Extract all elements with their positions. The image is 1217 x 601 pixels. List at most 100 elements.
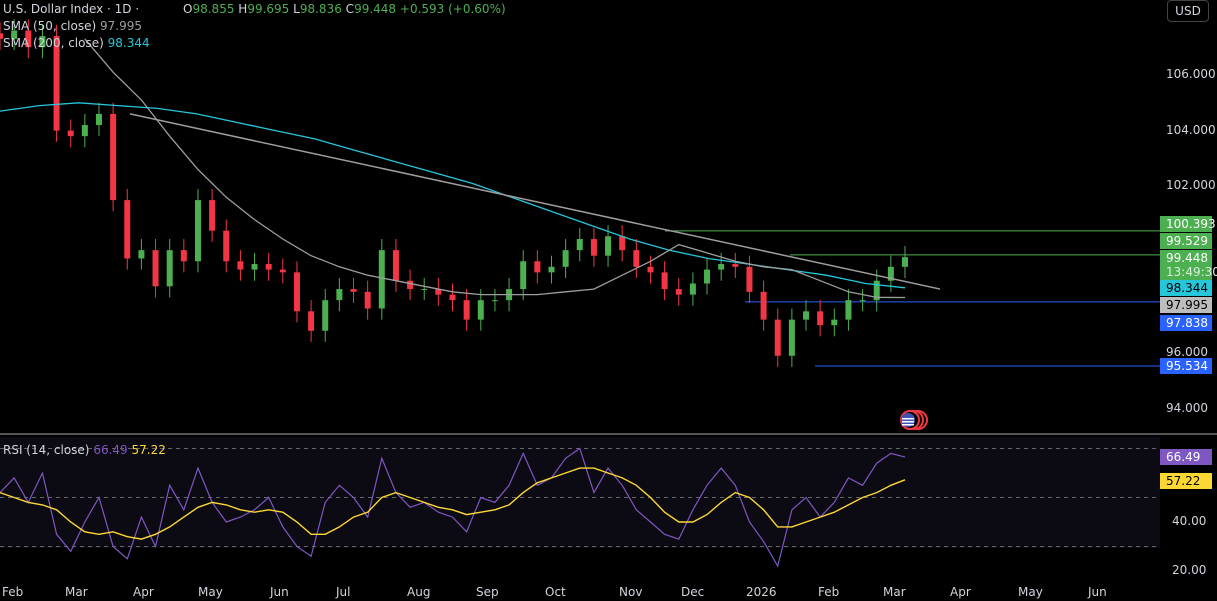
candle-body	[279, 269, 286, 273]
candle-body	[704, 269, 711, 284]
change-value: +0.593 (+0.60%)	[399, 2, 506, 16]
candle-body	[81, 125, 88, 137]
time-axis-tick: Sep	[476, 585, 499, 599]
high-value: 99.695	[247, 2, 290, 16]
time-axis-tick: Oct	[545, 585, 566, 599]
candle-body	[166, 250, 173, 287]
candle-body	[350, 289, 357, 292]
candle-body	[548, 266, 555, 273]
candle-body	[322, 300, 329, 331]
time-axis-tick: Feb	[2, 585, 24, 599]
candle-body	[223, 230, 230, 262]
candle-body	[378, 250, 385, 309]
level-tag-100393: 100.393	[1160, 216, 1216, 232]
us-flag-stripe	[902, 418, 914, 420]
time-axis-tick: May	[198, 585, 223, 599]
candle-body	[39, 36, 46, 48]
price-axis-tick: 96.000	[1166, 345, 1208, 359]
candle-body	[619, 236, 626, 251]
trendline	[129, 113, 941, 290]
time-axis-tick: 2026	[746, 585, 777, 599]
candle-body	[138, 250, 145, 259]
candle-body	[887, 266, 894, 281]
rsi-background	[0, 437, 1160, 548]
time-axis-tick: Mar	[65, 585, 88, 599]
rsi-legend[interactable]: RSI (14, close) 66.49 57.22	[3, 443, 166, 457]
time-axis-tick: Apr	[133, 585, 154, 599]
candle-body	[675, 289, 682, 295]
candle-body	[364, 291, 371, 309]
rsi-value: 66.49	[93, 443, 128, 457]
candle-body	[831, 319, 838, 326]
candle-body	[647, 266, 654, 273]
price-axis-tick: 106.000	[1166, 67, 1216, 81]
candle-body	[477, 300, 484, 320]
candle-body	[421, 289, 428, 291]
candle-body	[237, 261, 244, 270]
open-value: 98.855	[192, 2, 235, 16]
symbol-legend: U.S. Dollar Index · 1D · O98.855 H99.695…	[3, 2, 506, 16]
time-axis-tick: Mar	[883, 585, 906, 599]
candle-body	[308, 311, 315, 331]
candle-body	[689, 283, 696, 295]
candle-body	[817, 311, 824, 326]
candle-body	[873, 280, 880, 301]
symbol-title: U.S. Dollar Index · 1D ·	[3, 2, 140, 16]
time-axis-tick: Jul	[336, 585, 351, 599]
candle-body	[251, 264, 258, 270]
candle-body	[336, 289, 343, 301]
candle-body	[180, 250, 187, 262]
time-axis-tick: Jun	[270, 585, 289, 599]
time-axis-tick: Jun	[1088, 585, 1107, 599]
candle-body	[293, 272, 300, 312]
sma200-line	[0, 102, 906, 289]
candle-body	[576, 239, 583, 251]
candle-body	[209, 200, 216, 231]
currency-button[interactable]: USD	[1167, 0, 1209, 22]
rsi-axis-tick: 40.00	[1172, 514, 1207, 528]
candle-body	[152, 250, 159, 287]
sma200-value: 98.344	[107, 36, 150, 50]
candle-body	[774, 319, 781, 356]
candle-body	[194, 200, 201, 262]
sma200-tag: 98.344	[1160, 280, 1212, 296]
rsi-line	[0, 447, 906, 568]
level-tag-99529: 99.529	[1160, 233, 1212, 249]
candle-body	[859, 300, 866, 302]
sma200-legend[interactable]: SMA (200, close) 98.344	[3, 36, 150, 50]
candle-body	[746, 266, 753, 292]
ohlc-values: O98.855 H99.695 L98.836 C99.448 +0.593 (…	[183, 2, 506, 16]
time-axis-tick: Nov	[619, 585, 643, 599]
sma50-legend[interactable]: SMA (50, close) 97.995	[3, 19, 142, 33]
rsi-ma-tag: 57.22	[1160, 473, 1212, 489]
candle-body	[902, 257, 908, 267]
time-axis-tick: Dec	[681, 585, 705, 599]
candle-body	[718, 264, 725, 270]
candle-body	[732, 264, 739, 267]
countdown-tag: 13:49:30	[1160, 264, 1217, 280]
candle-body	[845, 300, 852, 320]
candle-body	[760, 291, 767, 320]
rsi-ma-line	[0, 467, 906, 540]
price-axis-tick: 104.000	[1166, 122, 1216, 137]
candle-body	[265, 264, 272, 270]
candle-body	[605, 236, 612, 256]
time-axis-tick: Aug	[407, 585, 431, 599]
us-flag-icon	[901, 413, 915, 427]
candle-body	[520, 261, 527, 290]
rsi-tag: 66.49	[1160, 449, 1212, 465]
candle-body	[661, 272, 668, 290]
last-price-tag: 99.448	[1160, 250, 1212, 266]
candle-body	[562, 250, 569, 267]
candle-body	[534, 261, 541, 273]
candle-body	[435, 289, 442, 295]
low-value: 98.836	[299, 2, 342, 16]
candle-body	[788, 319, 795, 356]
candle-body	[463, 300, 470, 320]
candle-body	[25, 30, 32, 48]
candle-body	[392, 250, 399, 281]
rsi-axis-tick: 20.00	[1172, 563, 1207, 577]
candle-body	[803, 311, 810, 320]
price-axis-tick: 94.000	[1166, 400, 1208, 415]
